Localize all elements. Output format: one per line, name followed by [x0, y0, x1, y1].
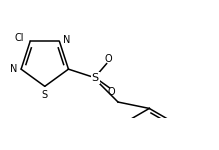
- Text: O: O: [107, 87, 115, 97]
- Text: N: N: [63, 35, 70, 45]
- Text: N: N: [10, 64, 18, 74]
- Text: O: O: [104, 54, 112, 64]
- Text: Cl: Cl: [14, 33, 24, 43]
- Text: S: S: [92, 73, 99, 83]
- Text: S: S: [42, 90, 48, 100]
